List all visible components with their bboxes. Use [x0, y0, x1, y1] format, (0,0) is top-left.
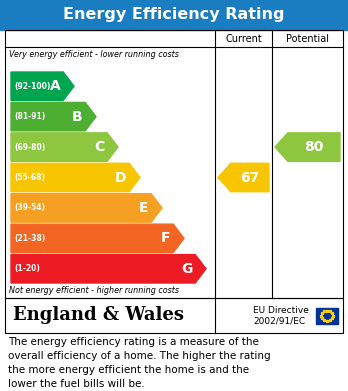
Polygon shape: [11, 224, 184, 253]
Bar: [5, 30, 343, 298]
Text: A: A: [49, 79, 60, 93]
Polygon shape: [11, 72, 74, 100]
Text: C: C: [94, 140, 104, 154]
Text: (81-91): (81-91): [14, 112, 45, 121]
Text: E: E: [139, 201, 148, 215]
Bar: [316, 307, 338, 323]
Polygon shape: [11, 194, 162, 222]
Text: England & Wales: England & Wales: [13, 307, 184, 325]
Polygon shape: [11, 102, 96, 131]
Polygon shape: [275, 133, 340, 161]
Polygon shape: [11, 163, 140, 192]
Text: B: B: [72, 109, 82, 124]
Text: F: F: [161, 231, 170, 246]
Polygon shape: [11, 133, 118, 161]
Text: 67: 67: [240, 170, 260, 185]
Text: The energy efficiency rating is a measure of the
overall efficiency of a home. T: The energy efficiency rating is a measur…: [8, 337, 271, 389]
Text: Very energy efficient - lower running costs: Very energy efficient - lower running co…: [9, 50, 179, 59]
Text: Not energy efficient - higher running costs: Not energy efficient - higher running co…: [9, 286, 179, 295]
Bar: [5, 298, 343, 333]
Text: (1-20): (1-20): [14, 264, 40, 273]
Text: Current: Current: [225, 34, 262, 43]
Text: (21-38): (21-38): [14, 234, 45, 243]
Text: (39-54): (39-54): [14, 203, 45, 212]
Text: (92-100): (92-100): [14, 82, 50, 91]
Text: Potential: Potential: [286, 34, 329, 43]
Text: G: G: [181, 262, 192, 276]
Bar: [0, 0, 348, 30]
Text: D: D: [115, 170, 126, 185]
Text: 80: 80: [304, 140, 324, 154]
Polygon shape: [218, 163, 269, 192]
Text: EU Directive
2002/91/EC: EU Directive 2002/91/EC: [253, 306, 309, 325]
Text: Energy Efficiency Rating: Energy Efficiency Rating: [63, 7, 285, 23]
Text: (55-68): (55-68): [14, 173, 45, 182]
Text: (69-80): (69-80): [14, 143, 45, 152]
Polygon shape: [11, 255, 206, 283]
